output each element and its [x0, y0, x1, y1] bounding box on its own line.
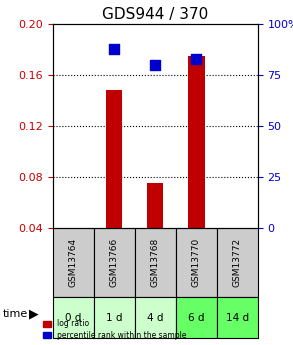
Legend: log ratio, percentile rank within the sample: log ratio, percentile rank within the sa… — [42, 318, 188, 341]
Bar — [176, 297, 217, 338]
Text: 14 d: 14 d — [226, 313, 249, 323]
Text: 4 d: 4 d — [147, 313, 163, 323]
Bar — [53, 228, 94, 297]
Bar — [135, 228, 176, 297]
Text: ▶: ▶ — [29, 307, 39, 321]
Title: GDS944 / 370: GDS944 / 370 — [102, 7, 208, 22]
Text: GSM13764: GSM13764 — [69, 238, 78, 287]
Point — [153, 62, 158, 68]
Text: time: time — [3, 309, 28, 319]
Text: 0 d: 0 d — [65, 313, 81, 323]
Bar — [217, 297, 258, 338]
Bar — [135, 297, 176, 338]
Point — [112, 46, 117, 51]
Bar — [94, 297, 135, 338]
Bar — [94, 228, 135, 297]
Bar — [176, 228, 217, 297]
Bar — [53, 297, 94, 338]
Text: GSM13768: GSM13768 — [151, 238, 160, 287]
Text: 1 d: 1 d — [106, 313, 122, 323]
Bar — [147, 183, 163, 228]
Bar — [188, 56, 205, 228]
Text: GSM13770: GSM13770 — [192, 238, 201, 287]
Bar — [106, 90, 122, 228]
Point — [194, 56, 199, 61]
Text: GSM13772: GSM13772 — [233, 238, 242, 287]
Bar — [217, 228, 258, 297]
Text: GSM13766: GSM13766 — [110, 238, 119, 287]
Text: 6 d: 6 d — [188, 313, 205, 323]
